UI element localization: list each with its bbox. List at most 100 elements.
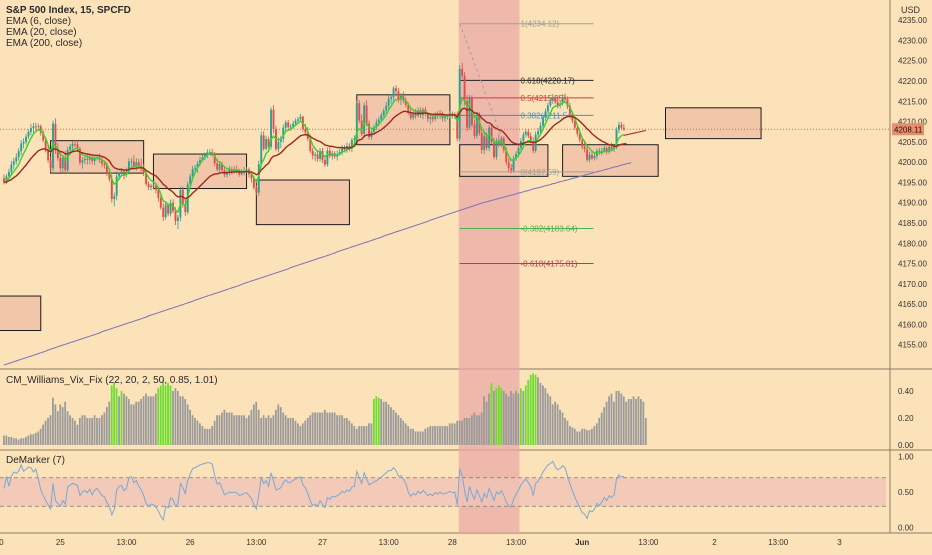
candle-body [79, 148, 81, 163]
vix-bar [466, 417, 468, 445]
vix-bar [370, 423, 373, 445]
vix-bar [44, 420, 47, 445]
vix-bar [118, 396, 120, 445]
candle-body [507, 162, 510, 169]
candle-body [44, 140, 47, 151]
vix-bar [157, 388, 160, 445]
vix-tick-label: 0.20 [898, 414, 914, 423]
vix-bar [7, 436, 10, 445]
candle-body [314, 154, 317, 156]
ema-line-200 [3, 162, 632, 366]
vix-bar [127, 399, 130, 445]
price-tick-label: 4195.00 [898, 178, 927, 187]
vix-bar [145, 393, 147, 445]
candle-body [262, 135, 265, 149]
ema200-legend[interactable]: EMA (200, close) [6, 38, 83, 49]
demarker-tick-label: 0.00 [898, 524, 914, 533]
candle-body [30, 128, 32, 132]
candle-body [32, 126, 35, 129]
candle-body [588, 154, 591, 160]
candle-body [380, 115, 383, 120]
vix-bar [179, 396, 182, 445]
vix-bar [399, 417, 402, 445]
vix-bar [588, 430, 591, 445]
vix-bar [578, 431, 581, 445]
vix-bar [49, 415, 52, 445]
candle-body [162, 207, 165, 217]
vix-bar [556, 404, 559, 445]
ema20-legend[interactable]: EMA (20, close) [6, 27, 77, 38]
candle-body [196, 163, 199, 168]
candle-body [93, 158, 96, 161]
candle-body [622, 127, 625, 130]
vix-bar [515, 390, 517, 445]
vix-bar [150, 396, 152, 445]
candle-body [620, 124, 623, 128]
vix-bar [186, 404, 189, 445]
supply-demand-zone [0, 295, 42, 332]
vix-bar [108, 401, 111, 445]
time-tick-label: 13:00 [638, 538, 659, 547]
candle-body [544, 111, 547, 118]
vix-bar [500, 388, 503, 445]
candle-body [338, 152, 341, 155]
vix-bar [277, 404, 280, 445]
vix-bar [414, 431, 417, 445]
candle-body [505, 149, 508, 163]
candle-body [118, 173, 121, 177]
candle-body [581, 139, 584, 147]
candle-body [228, 169, 231, 173]
vix-bar [640, 399, 642, 445]
vix-bar [434, 426, 436, 445]
candle-body [610, 146, 613, 150]
vix-bar [201, 426, 204, 445]
vix-bar [17, 439, 20, 445]
vix-bar [348, 420, 351, 445]
symbol-title[interactable]: S&P 500 Index, 15, SPCFD [6, 5, 131, 16]
vix-bar [600, 412, 603, 445]
candle-body [412, 113, 415, 118]
candle-body [199, 159, 201, 164]
vix-bar [463, 417, 466, 445]
demarker-title[interactable]: DeMarker (7) [6, 455, 65, 466]
candle-body [363, 105, 366, 134]
vix-bar [395, 412, 397, 445]
candle-body [5, 176, 8, 183]
price-tick-label: 4185.00 [898, 219, 927, 228]
vix-bar [96, 417, 98, 445]
candle-body [245, 169, 248, 171]
vix-bar [25, 436, 27, 445]
vix-bar [221, 412, 223, 445]
vix-bar [83, 415, 86, 445]
vix-bar [299, 426, 302, 445]
vix-bar [375, 396, 378, 445]
candle-body [512, 158, 515, 171]
vix-bar [461, 420, 463, 445]
vix-bar [284, 415, 287, 445]
vix-bar [301, 423, 304, 445]
vix-bar [613, 401, 615, 445]
candle-body [49, 160, 52, 169]
vix-bar [37, 431, 40, 445]
ema6-legend[interactable]: EMA (6, close) [6, 16, 72, 27]
vix-bar [353, 426, 356, 445]
vix-title[interactable]: CM_Williams_Vix_Fix (22, 20, 2, 50, 0.85… [6, 375, 218, 386]
vix-bar [262, 415, 265, 445]
vix-bar [142, 396, 145, 445]
candle-body [115, 176, 118, 196]
vix-bar [252, 404, 255, 445]
vix-bar [627, 399, 630, 445]
vix-bar [490, 382, 493, 445]
vix-bar [15, 438, 18, 445]
demarker-tick-label: 1.00 [898, 452, 914, 461]
candle-body [83, 158, 86, 161]
candle-body [522, 134, 525, 142]
vix-bar [12, 438, 15, 445]
vix-bar [162, 380, 165, 445]
vix-bar [593, 426, 596, 445]
vix-bar [199, 423, 201, 445]
vix-bar [439, 426, 441, 445]
candle-body [615, 129, 618, 147]
vix-bar [216, 415, 218, 445]
